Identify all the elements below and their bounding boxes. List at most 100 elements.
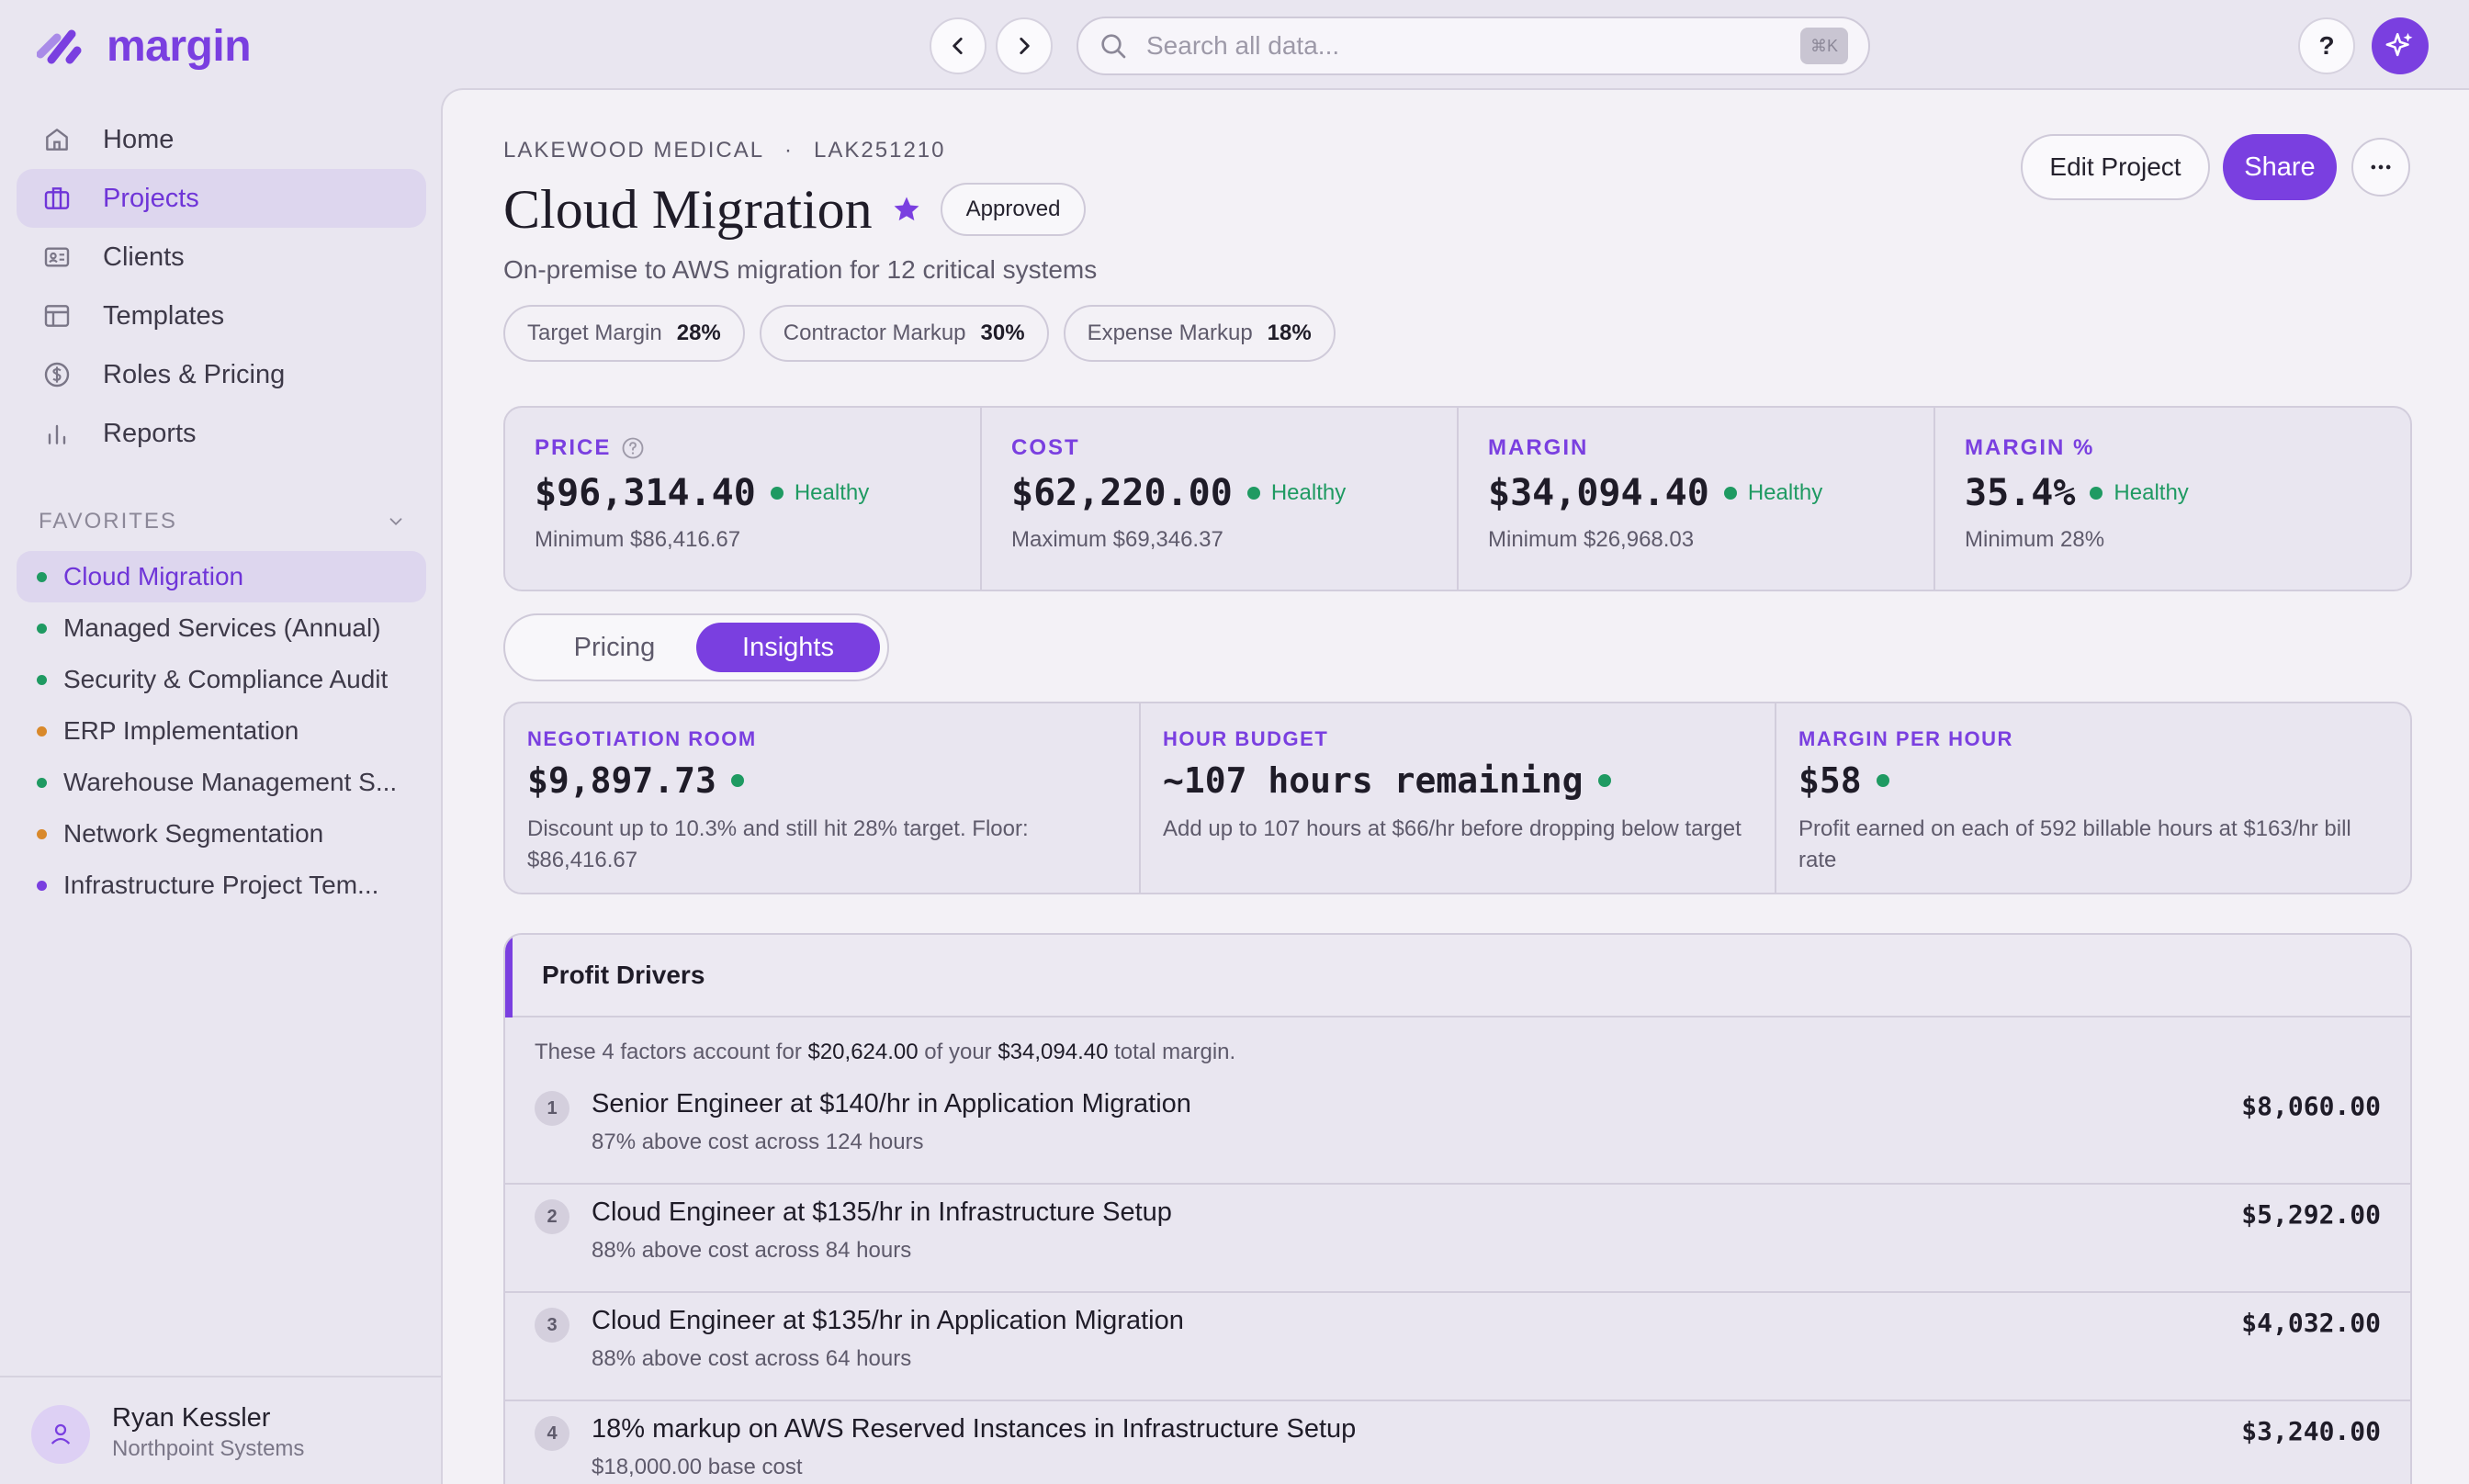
more-options-button[interactable] xyxy=(2351,138,2410,197)
favorite-item-network[interactable]: Network Segmentation xyxy=(17,808,426,860)
search-bar[interactable]: ⌘K xyxy=(1077,17,1870,75)
favorite-item-security-audit[interactable]: Security & Compliance Audit xyxy=(17,654,426,705)
favorite-item-cloud-migration[interactable]: Cloud Migration xyxy=(17,551,426,602)
profit-drivers-header[interactable]: Profit Drivers xyxy=(505,935,2410,1017)
status-dot xyxy=(37,623,47,634)
list-item: 3 Cloud Engineer at $135/hr in Applicati… xyxy=(505,1293,2410,1401)
driver-detail: 87% above cost across 124 hours xyxy=(592,1130,924,1154)
user-icon xyxy=(51,1423,71,1445)
chevron-left-icon xyxy=(953,38,963,54)
search-input[interactable] xyxy=(1146,31,1800,61)
favorite-label: Warehouse Management S... xyxy=(63,768,398,796)
healthy-dot xyxy=(770,487,784,500)
status-text: Healthy xyxy=(1270,480,1347,505)
favorite-label: Infrastructure Project Tem... xyxy=(63,871,379,899)
forward-button[interactable] xyxy=(996,17,1053,74)
app-logo[interactable]: margin xyxy=(37,20,252,72)
driver-amount: $5,292.00 xyxy=(2241,1199,2381,1230)
sidebar-item-home[interactable]: Home xyxy=(17,110,426,169)
briefcase-icon xyxy=(44,187,70,209)
title-row: Cloud Migration Approved xyxy=(503,173,1087,246)
main-panel: LAKEWOOD MEDICAL · LAK251210 Cloud Migra… xyxy=(441,88,2469,1484)
tab-pricing[interactable]: Pricing xyxy=(573,632,656,662)
stat-threshold: Maximum $69,346.37 xyxy=(1011,527,1223,552)
favorites-label: FAVORITES xyxy=(39,509,177,534)
sidebar-item-reports[interactable]: Reports xyxy=(17,404,426,463)
stat-label-text: COST xyxy=(1011,435,1080,460)
sidebar-item-label: Clients xyxy=(103,242,185,272)
view-toggle: Pricing Insights xyxy=(503,613,889,681)
dollar-circle-icon xyxy=(44,362,70,388)
project-code: LAK251210 xyxy=(814,138,946,163)
healthy-dot xyxy=(1246,487,1260,500)
sidebar-item-label: Projects xyxy=(103,183,199,213)
help-button[interactable]: ? xyxy=(2298,17,2355,74)
sidebar-item-roles-pricing[interactable]: Roles & Pricing xyxy=(17,345,426,404)
chevron-right-icon xyxy=(1020,38,1030,54)
favorite-label: ERP Implementation xyxy=(63,716,299,745)
user-profile[interactable]: Ryan Kessler Northpoint Systems xyxy=(0,1376,441,1484)
status-dot xyxy=(37,880,47,891)
sidebar-item-label: Roles & Pricing xyxy=(103,359,286,389)
summary-total: $34,094.40 xyxy=(998,1040,1109,1064)
page-title: Cloud Migration xyxy=(503,178,873,240)
home-icon xyxy=(46,129,68,151)
shortcut-badge: ⌘K xyxy=(1800,28,1848,64)
stat-label: PRICE xyxy=(535,435,951,461)
favorite-item-erp[interactable]: ERP Implementation xyxy=(17,705,426,757)
stat-cost: COST $62,220.00 Healthy Maximum $69,346.… xyxy=(982,408,1459,590)
client-name[interactable]: LAKEWOOD MEDICAL xyxy=(503,138,765,163)
favorite-label: Network Segmentation xyxy=(63,819,324,848)
sparkle-icon xyxy=(2385,32,2413,57)
edit-project-button[interactable]: Edit Project xyxy=(2021,134,2210,200)
driver-title: Cloud Engineer at $135/hr in Application… xyxy=(592,1306,1184,1335)
insight-label: HOUR BUDGET xyxy=(1163,727,1329,750)
chip-value: 30% xyxy=(980,320,1025,345)
logo-icon xyxy=(37,29,82,64)
user-name: Ryan Kessler xyxy=(112,1403,271,1433)
chip-label: Expense Markup xyxy=(1087,320,1253,345)
healthy-dot xyxy=(1876,774,1889,787)
driver-amount: $3,240.00 xyxy=(2241,1416,2381,1446)
more-horizontal-icon xyxy=(2371,164,2391,170)
driver-title: 18% markup on AWS Reserved Instances in … xyxy=(592,1414,1357,1444)
list-item: 4 18% markup on AWS Reserved Instances i… xyxy=(505,1401,2410,1484)
status-dot xyxy=(37,725,47,736)
favorite-item-infrastructure-template[interactable]: Infrastructure Project Tem... xyxy=(17,860,426,911)
driver-detail: $18,000.00 base cost xyxy=(592,1455,803,1479)
favorite-item-warehouse[interactable]: Warehouse Management S... xyxy=(17,757,426,808)
status-dot xyxy=(37,828,47,839)
stat-label-text: PRICE xyxy=(535,435,612,460)
back-button[interactable] xyxy=(930,17,986,74)
chip-expense-markup: Expense Markup 18% xyxy=(1063,305,1336,362)
breadcrumb: LAKEWOOD MEDICAL · LAK251210 xyxy=(503,138,946,163)
user-org: Northpoint Systems xyxy=(112,1436,305,1461)
stat-margin: MARGIN $34,094.40 Healthy Minimum $26,96… xyxy=(1459,408,1935,590)
summary-text: total margin. xyxy=(1114,1040,1236,1064)
favorite-label: Managed Services (Annual) xyxy=(63,613,381,642)
favorite-item-managed-services[interactable]: Managed Services (Annual) xyxy=(17,602,426,654)
ai-assistant-button[interactable] xyxy=(2372,17,2429,74)
sidebar-item-projects[interactable]: Projects xyxy=(17,169,426,228)
insight-value: $9,897.73 xyxy=(527,760,716,801)
accent-bar xyxy=(505,935,513,1017)
layout-icon xyxy=(44,305,70,327)
status-text: Healthy xyxy=(2114,480,2189,505)
favorite-label: Security & Compliance Audit xyxy=(63,665,389,693)
insight-label: MARGIN PER HOUR xyxy=(1798,727,2013,750)
sidebar-item-templates[interactable]: Templates xyxy=(17,287,426,345)
sidebar-item-clients[interactable]: Clients xyxy=(17,228,426,287)
share-button[interactable]: Share xyxy=(2223,134,2337,200)
list-item: 1 Senior Engineer at $140/hr in Applicat… xyxy=(505,1076,2410,1185)
list-item: 2 Cloud Engineer at $135/hr in Infrastru… xyxy=(505,1185,2410,1293)
chip-label: Contractor Markup xyxy=(783,320,966,345)
tab-insights[interactable]: Insights xyxy=(696,623,880,672)
help-circle-icon[interactable] xyxy=(620,435,646,461)
sidebar-item-label: Reports xyxy=(103,418,197,448)
healthy-dot xyxy=(1723,487,1737,500)
insight-hour-budget: HOUR BUDGET ~107 hours remaining Add up … xyxy=(1141,703,1776,893)
app-name: margin xyxy=(107,21,252,71)
top-bar: margin ⌘K ? xyxy=(0,0,2469,90)
star-icon[interactable] xyxy=(891,194,922,225)
favorites-header[interactable]: FAVORITES xyxy=(39,505,406,538)
